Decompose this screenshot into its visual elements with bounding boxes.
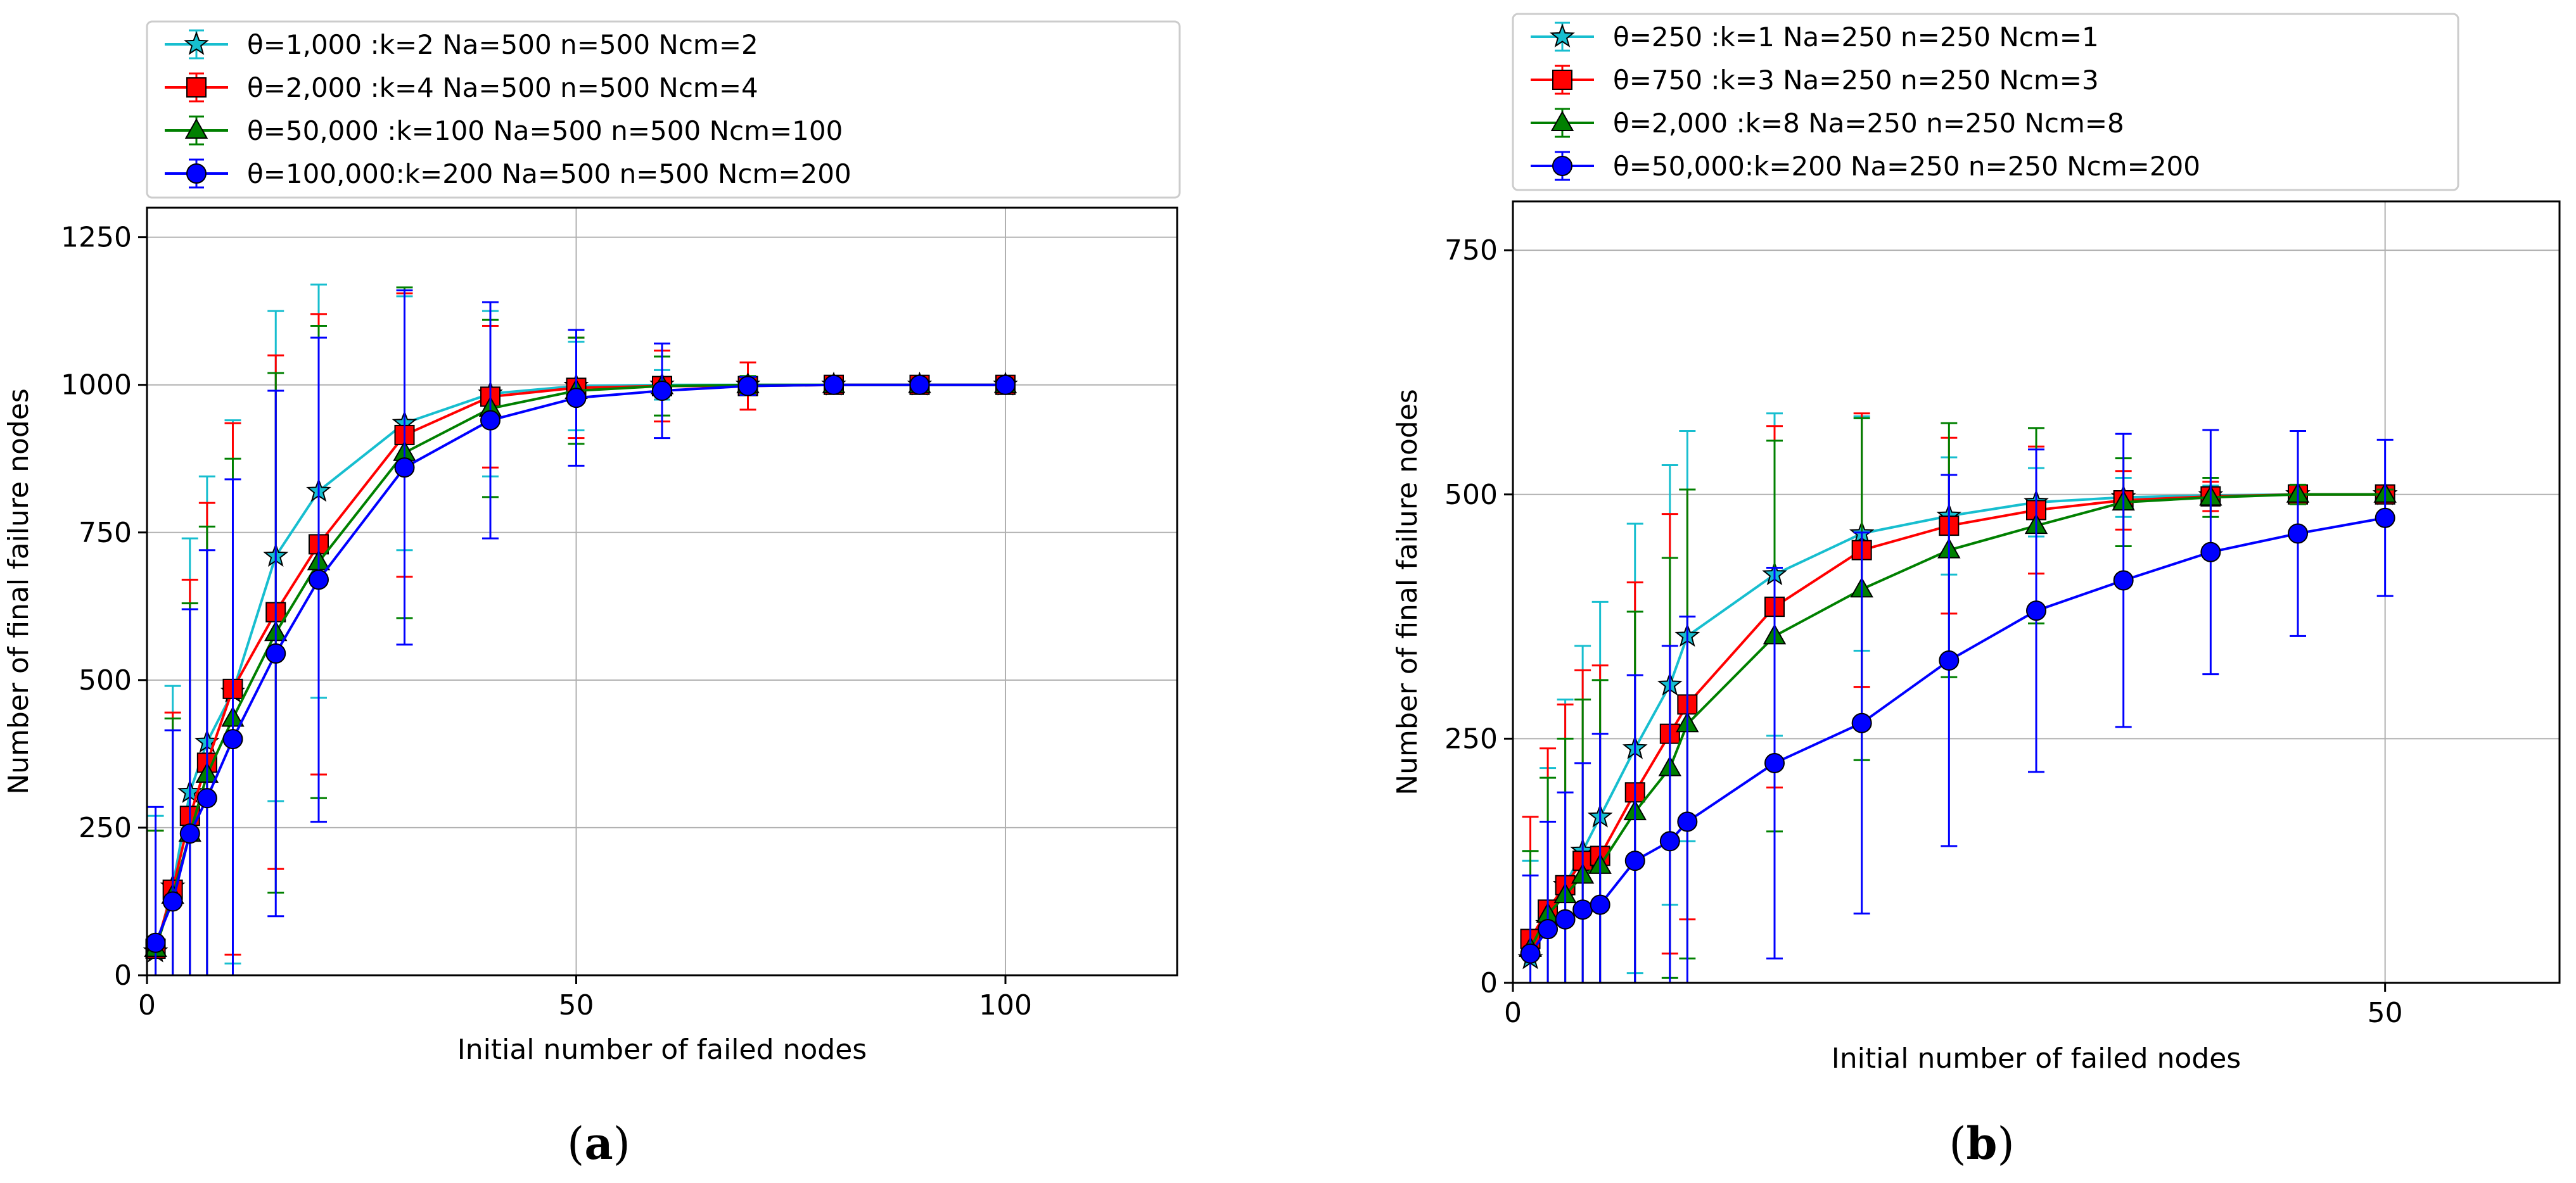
legend-label: θ=50,000:k=200 Na=250 n=250 Ncm=200 <box>1613 151 2200 182</box>
series-line <box>1529 516 2386 954</box>
panel-a-ytick-label: 250 <box>79 812 132 844</box>
series-line <box>154 383 1005 949</box>
series-line <box>154 383 1005 949</box>
legend-marker <box>1550 23 1575 47</box>
data-point <box>652 381 672 402</box>
data-point <box>179 823 200 844</box>
panel-a-ytick-label: 750 <box>79 517 132 549</box>
legend-box <box>1512 13 2459 191</box>
panel-a-ytick-label: 500 <box>79 664 132 697</box>
legend-marker <box>1550 110 1574 131</box>
data-point <box>1764 752 1785 773</box>
series-line <box>154 383 1005 944</box>
panel-b-label: (b) <box>1949 1117 2015 1170</box>
data-point <box>995 374 1016 395</box>
panel-a-series-4 <box>145 289 1016 975</box>
data-point <box>824 374 844 395</box>
data-point <box>480 410 501 431</box>
panel-a-x-axis-label: Initial number of failed nodes <box>457 1034 867 1066</box>
legend-marker <box>1552 156 1572 176</box>
data-point <box>1572 899 1593 920</box>
data-point <box>1939 650 1960 671</box>
data-point <box>309 569 329 590</box>
panel-a-axes-frame <box>146 206 1178 977</box>
data-point <box>737 376 758 396</box>
data-point <box>1851 712 1872 733</box>
legend-box <box>146 20 1181 199</box>
legend-marker <box>184 118 208 139</box>
legend-marker <box>1552 70 1572 90</box>
series-line <box>1529 493 2385 949</box>
panel-a-xtick-label: 50 <box>559 989 594 1022</box>
panel-a-ytick-label: 0 <box>114 959 132 992</box>
panel-b-legend: θ=250 :k=1 Na=250 n=250 Ncm=1 θ=750 :k=3 … <box>1512 13 2459 191</box>
data-point <box>196 788 217 809</box>
legend-marker <box>186 163 207 184</box>
data-point <box>145 932 166 953</box>
panel-b-ytick-label: 500 <box>1444 479 1498 511</box>
data-point <box>1590 894 1610 915</box>
panel-b-series-1 <box>1517 412 2398 983</box>
data-point <box>1538 919 1559 940</box>
legend-label: θ=1,000 :k=2 Na=500 n=500 Ncm=2 <box>247 29 758 60</box>
panel-b-ytick-label: 750 <box>1444 234 1498 267</box>
panel-b-y-axis-label: Number of final failure nodes <box>1391 389 1424 795</box>
legend-marker <box>186 77 207 98</box>
panel-b-series-3 <box>1519 417 2397 983</box>
panel-b-series-2 <box>1520 412 2395 983</box>
series-line <box>1529 493 2385 959</box>
data-point <box>265 643 286 664</box>
series-line <box>1529 493 2385 940</box>
legend-label: θ=250 :k=1 Na=250 n=250 Ncm=1 <box>1613 22 2099 53</box>
data-point <box>2375 507 2395 528</box>
data-point <box>222 729 243 750</box>
legend-label: θ=100,000:k=200 Na=500 n=500 Ncm=200 <box>247 158 851 189</box>
panel-b-xtick-label: 50 <box>2368 997 2403 1029</box>
panel-a-y-axis-label: Number of final failure nodes <box>3 388 35 795</box>
legend-label: θ=50,000 :k=100 Na=500 n=500 Ncm=100 <box>247 115 843 146</box>
panel-a-ytick-label: 1000 <box>61 369 132 402</box>
data-point <box>394 457 415 478</box>
data-point <box>1624 851 1645 871</box>
data-point <box>1555 909 1576 930</box>
series-line <box>154 383 1005 952</box>
panel-b-ytick-label: 0 <box>1480 967 1498 999</box>
data-point <box>1520 943 1541 964</box>
legend-label: θ=2,000 :k=4 Na=500 n=500 Ncm=4 <box>247 72 758 103</box>
panel-a-xtick-label: 100 <box>979 989 1032 1022</box>
data-point <box>162 891 183 912</box>
panel-a-label: (a) <box>567 1117 630 1170</box>
data-point <box>2026 600 2046 621</box>
data-point <box>909 374 930 395</box>
panel-b-ytick-label: 250 <box>1444 723 1498 755</box>
panel-b-xtick-label: 0 <box>1504 997 1522 1029</box>
panel-a-xtick-label: 0 <box>138 989 156 1022</box>
data-point <box>566 388 587 408</box>
data-point <box>2288 523 2308 544</box>
panel-b-axes-frame <box>1512 200 2561 984</box>
panel-a-legend: θ=1,000 :k=2 Na=500 n=500 Ncm=2 θ=2,000 :… <box>146 20 1181 199</box>
legend-label: θ=2,000 :k=8 Na=250 n=250 Ncm=8 <box>1613 108 2124 139</box>
data-point <box>1677 811 1698 832</box>
data-point <box>2200 541 2221 562</box>
legend-label: θ=750 :k=3 Na=250 n=250 Ncm=3 <box>1613 65 2099 96</box>
panel-b-x-axis-label: Initial number of failed nodes <box>1832 1042 2241 1075</box>
data-point <box>1659 831 1680 852</box>
panel-b-series-4 <box>1520 429 2395 983</box>
panel-a-ytick-label: 1250 <box>61 222 132 254</box>
legend-marker <box>184 31 209 55</box>
data-point <box>2113 570 2134 591</box>
